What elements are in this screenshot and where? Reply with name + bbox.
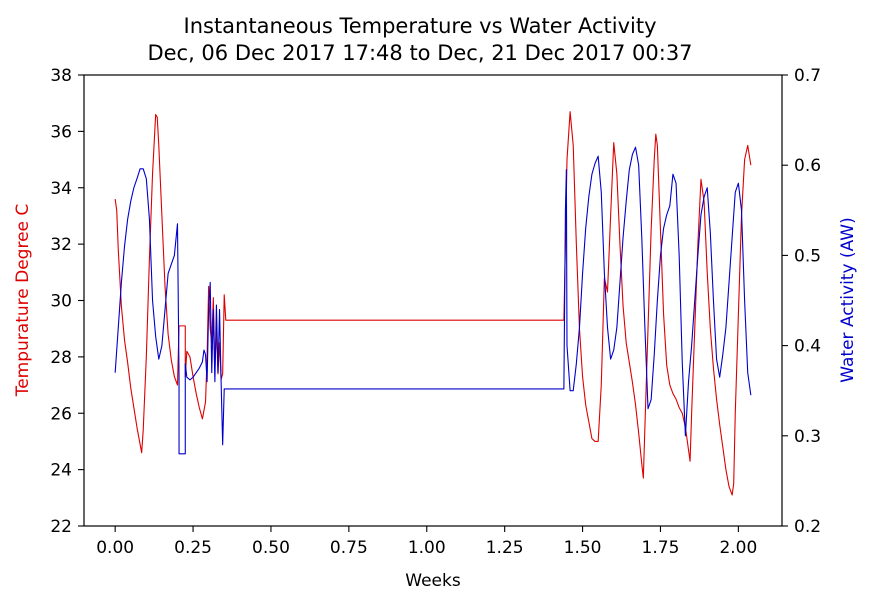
x-tick-label: 0.50 [252,538,290,558]
x-tick-label: 1.50 [564,538,602,558]
x-tick-label: 2.00 [719,538,757,558]
right-axis-label: Water Activity (AW) [838,217,858,382]
x-tick-label: 0.75 [330,538,368,558]
right-axis-ticks: 0.2 0.3 0.4 0.5 0.6 0.7 [782,66,821,537]
left-axis-label: Tempurature Degree C [13,204,33,398]
x-tick-label: 1.25 [486,538,524,558]
right-tick-label: 0.4 [794,337,821,357]
x-tick-label: 0.25 [174,538,212,558]
right-tick-label: 0.2 [794,517,821,537]
right-tick-label: 0.3 [794,427,821,447]
x-axis-ticks: 0.00 0.25 0.50 0.75 1.00 1.25 1.50 1.75 2.00 [96,526,757,558]
x-tick-label: 1.75 [642,538,680,558]
left-tick-label: 22 [50,517,72,537]
right-tick-label: 0.5 [794,246,821,266]
left-tick-label: 32 [50,235,72,255]
x-tick-label: 0.00 [96,538,134,558]
chart-subtitle: Dec, 06 Dec 2017 17:48 to Dec, 21 Dec 20… [147,41,692,65]
x-axis-label: Weeks [405,571,461,591]
series-layer [114,111,752,496]
left-tick-label: 38 [50,66,72,86]
x-tick-label: 1.00 [408,538,446,558]
left-axis-ticks: 22 24 26 28 30 32 34 36 38 [50,66,84,537]
right-tick-label: 0.7 [794,66,821,86]
temperature-line [114,111,752,496]
left-tick-label: 28 [50,348,72,368]
right-tick-label: 0.6 [794,156,821,176]
left-tick-label: 26 [50,404,72,424]
left-tick-label: 30 [50,292,72,312]
chart-title: Instantaneous Temperature vs Water Activ… [184,14,657,38]
water-activity-line [114,146,752,455]
left-tick-label: 36 [50,122,72,142]
left-tick-label: 34 [50,179,72,199]
left-tick-label: 24 [50,461,72,481]
plot-frame [83,74,783,527]
